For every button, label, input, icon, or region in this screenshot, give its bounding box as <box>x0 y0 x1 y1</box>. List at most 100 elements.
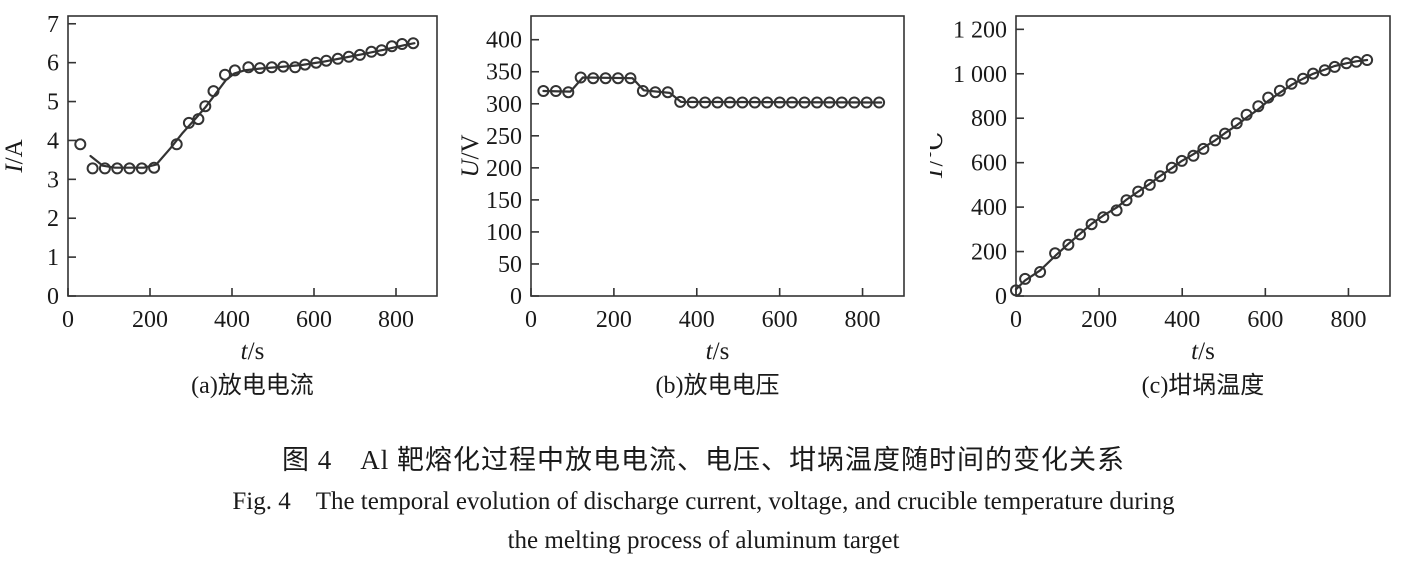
data-point-marker <box>199 100 212 113</box>
y-tick-label: 0 <box>510 284 522 310</box>
y-tick-label: 2 <box>47 206 59 232</box>
y-tick-label: 100 <box>486 220 522 246</box>
caption-english-line1: Fig. 4 The temporal evolution of dischar… <box>232 488 1175 515</box>
y-tick-label: 400 <box>486 28 522 54</box>
data-point-marker <box>265 61 278 74</box>
data-point-marker <box>1110 204 1123 217</box>
y-axis-label: I/A <box>1 139 28 173</box>
data-point-marker <box>74 138 87 151</box>
x-tick-label: 600 <box>762 307 798 333</box>
y-axis: 0 50 100 150 200 250 300 350 400 <box>486 28 539 310</box>
data-point-marker <box>111 162 124 175</box>
data-points <box>537 71 886 109</box>
data-point-marker <box>1085 218 1098 231</box>
y-tick-label: 1 000 <box>953 62 1007 88</box>
x-tick-label: 0 <box>525 307 537 333</box>
y-tick-label: 0 <box>995 284 1007 310</box>
data-point-marker <box>723 96 736 109</box>
data-point-marker <box>773 96 786 109</box>
data-point-marker <box>1120 194 1133 207</box>
y-tick-label: 300 <box>486 92 522 118</box>
y-axis: 0 200 400 600 800 1 000 1 200 <box>953 17 1024 310</box>
data-point-marker <box>873 96 886 109</box>
data-point-marker <box>649 86 662 99</box>
data-point-marker <box>574 71 587 84</box>
data-point-marker <box>123 162 136 175</box>
y-tick-label: 400 <box>971 195 1007 221</box>
x-axis: 0 200 400 600 800 <box>62 288 414 333</box>
data-point-marker <box>786 96 799 109</box>
data-point-marker <box>353 48 366 61</box>
x-tick-label: 400 <box>679 307 715 333</box>
y-axis-label: T/℃ <box>930 132 948 181</box>
data-point-marker <box>1209 134 1222 147</box>
subfigure-caption: (a)放电电流 <box>191 372 314 399</box>
data-point-marker <box>1285 77 1298 90</box>
data-point-marker <box>1097 211 1110 224</box>
x-axis: 0 200 400 600 800 <box>525 288 881 333</box>
y-tick-label: 7 <box>47 12 59 38</box>
data-point-marker <box>1132 185 1145 198</box>
y-tick-label: 200 <box>971 240 1007 266</box>
data-point-marker <box>811 96 823 109</box>
data-point-marker <box>86 162 99 175</box>
data-point-marker <box>242 61 255 74</box>
y-tick-label: 600 <box>971 151 1007 177</box>
data-point-marker <box>1154 170 1167 183</box>
fit-line <box>1014 58 1369 291</box>
x-tick-label: 800 <box>378 307 414 333</box>
x-tick-label: 400 <box>214 307 250 333</box>
x-tick-label: 600 <box>296 307 332 333</box>
data-point-marker <box>587 72 600 85</box>
data-point-marker <box>135 162 148 175</box>
data-point-marker <box>1262 91 1275 104</box>
data-point-marker <box>798 96 811 109</box>
data-point-marker <box>699 96 712 109</box>
chart-discharge-current: 0 200 400 600 800 0 1 2 3 4 5 6 7 t/s I/A (a)放电电流 <box>1 12 438 399</box>
data-point-marker <box>219 68 231 81</box>
data-point-marker <box>748 96 761 109</box>
data-point-marker <box>636 85 649 97</box>
y-tick-label: 6 <box>47 51 59 77</box>
data-point-marker <box>1049 247 1062 260</box>
data-point-marker <box>148 161 161 174</box>
data-point-marker <box>170 138 183 151</box>
data-point-marker <box>686 96 699 109</box>
y-tick-label: 200 <box>486 156 522 182</box>
data-point-marker <box>537 85 550 97</box>
data-point-marker <box>1240 108 1253 121</box>
x-tick-label: 600 <box>1247 307 1283 333</box>
data-points <box>1010 54 1374 297</box>
data-point-marker <box>562 86 575 99</box>
x-axis-label: t/s <box>706 338 730 365</box>
data-point-marker <box>599 72 612 85</box>
data-point-marker <box>624 72 637 85</box>
x-tick-label: 200 <box>1081 307 1117 333</box>
y-tick-label: 350 <box>486 60 522 86</box>
data-point-marker <box>761 96 774 109</box>
y-tick-label: 1 200 <box>953 17 1007 43</box>
x-tick-label: 800 <box>1330 307 1366 333</box>
x-tick-label: 200 <box>596 307 632 333</box>
data-point-marker <box>1361 54 1374 66</box>
x-tick-label: 200 <box>132 307 168 333</box>
data-point-marker <box>823 96 836 109</box>
data-point-marker <box>711 96 724 109</box>
data-point-marker <box>1219 127 1231 140</box>
data-point-marker <box>1034 266 1047 278</box>
data-point-marker <box>1297 72 1310 85</box>
y-tick-label: 4 <box>47 128 59 154</box>
data-point-marker <box>1010 284 1022 297</box>
data-point-marker <box>1143 178 1156 191</box>
data-point-marker <box>1175 154 1188 167</box>
fit-line <box>89 42 416 169</box>
data-point-marker <box>375 44 388 57</box>
data-point-marker <box>860 96 873 109</box>
data-point-marker <box>1230 117 1243 130</box>
caption-english-line2: the melting process of aluminum target <box>507 527 900 554</box>
x-tick-label: 0 <box>62 307 74 333</box>
data-point-marker <box>848 96 861 109</box>
subfigure-caption: (c)坩埚温度 <box>1142 372 1265 399</box>
fit-line <box>542 76 883 104</box>
data-point-marker <box>1074 228 1086 241</box>
